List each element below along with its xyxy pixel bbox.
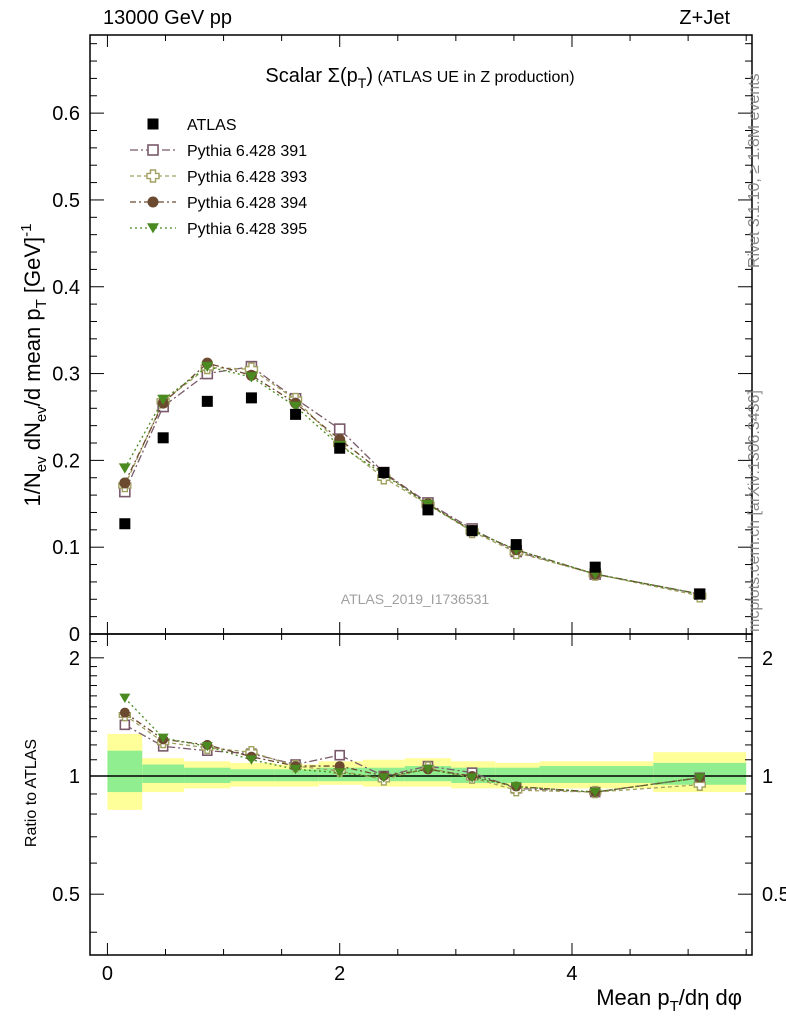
ratio-point — [694, 773, 706, 783]
y-tick-label: 0.2 — [52, 450, 80, 472]
ratio-point — [290, 764, 302, 775]
data-point — [378, 467, 390, 479]
ratio-point — [693, 778, 706, 791]
ratio-y-axis-label: Ratio to ATLAS — [23, 739, 40, 847]
y-tick-label: 0.6 — [52, 103, 80, 125]
header-energy: 13000 GeV pp — [103, 7, 232, 29]
series-line-4 — [124, 365, 700, 595]
y-tick-label: 0.4 — [52, 277, 80, 299]
ratio-point — [589, 787, 601, 798]
series-point — [289, 401, 302, 412]
inner-band-bin — [142, 764, 185, 783]
ratio-point — [157, 733, 169, 743]
mc-series — [118, 357, 707, 603]
axis-ticks: 0 2 40.10.20.30.40.50.600.5 0.51 12 2 — [52, 35, 786, 985]
header-process: Z+Jet — [679, 7, 730, 29]
watermark: ATLAS_2019_I1736531 — [341, 591, 490, 607]
ratio-point — [510, 782, 522, 792]
data-point — [589, 561, 601, 573]
y-tick-label: 0.1 — [52, 537, 80, 559]
legend-marker — [147, 144, 159, 156]
y-tick-label: 0.3 — [52, 364, 80, 386]
ratio-point — [422, 764, 434, 775]
legend-label: Pythia 6.428 393 — [187, 169, 307, 186]
legend-label: ATLAS — [187, 117, 237, 134]
legend-marker — [146, 169, 160, 183]
ratio-tick-label-right: 2 — [762, 648, 773, 670]
ratio-point — [334, 768, 346, 778]
ratio-uncertainty-bands — [107, 733, 747, 810]
series-point — [118, 463, 131, 474]
series-line-2 — [124, 366, 700, 597]
inner-band-bin — [107, 750, 143, 793]
inner-band-bin — [539, 766, 654, 783]
ratio-tick-label: 0.5 — [52, 884, 80, 906]
ratio-tick-label-right: 1 — [762, 766, 773, 788]
rivet-label: Rivet 3.1.10, ≥ 1.8M events — [746, 73, 763, 268]
legend-marker — [147, 223, 159, 234]
ratio-line-2 — [124, 714, 700, 793]
y-tick-label: 0.5 — [52, 190, 80, 212]
data-point — [119, 518, 131, 530]
series-point — [245, 372, 258, 383]
ratio-panel-frame — [89, 633, 753, 956]
legend: ATLAS Pythia 6.428 391 Pythia 6.428 393 Pyt… — [130, 117, 307, 238]
data-point — [201, 395, 213, 407]
ratio-point — [119, 693, 131, 703]
ratio-line-1 — [124, 724, 700, 793]
y-tick-label-zero: 0 — [69, 624, 80, 646]
data-point — [694, 588, 706, 600]
ratio-point — [119, 719, 131, 731]
x-tick-label: 4 — [566, 963, 577, 985]
series-line-3 — [124, 362, 700, 595]
data-point — [157, 432, 169, 444]
legend-label: Pythia 6.428 394 — [187, 195, 307, 212]
legend-label: Pythia 6.428 391 — [187, 143, 307, 160]
ratio-point — [245, 755, 257, 765]
series-point — [201, 361, 214, 373]
ratio-tick-label: 2 — [69, 648, 80, 670]
ratio-series — [118, 693, 706, 799]
series-point — [333, 423, 346, 435]
legend-marker — [147, 196, 159, 208]
mcplots-label: mcplots.cern.ch [arXiv:1306.3436] — [746, 390, 763, 632]
x-tick-label: 2 — [334, 963, 345, 985]
ratio-tick-label: 1 — [69, 766, 80, 788]
data-point — [290, 408, 302, 420]
atlas-data-points — [119, 392, 706, 600]
data-point — [334, 442, 346, 454]
legend-label: Pythia 6.428 395 — [187, 221, 307, 238]
data-point — [466, 525, 478, 537]
ratio-point — [334, 749, 346, 761]
series-line-1 — [124, 365, 700, 595]
ratio-point — [119, 707, 130, 718]
data-point — [422, 504, 434, 516]
x-axis-label: Mean pT/dη dφ — [596, 985, 742, 1015]
data-point — [245, 392, 257, 404]
legend-marker — [147, 118, 159, 130]
plot-frames — [89, 34, 753, 956]
data-point — [510, 539, 522, 551]
ratio-point — [378, 773, 390, 783]
series-point — [119, 477, 131, 489]
series-point — [157, 394, 170, 406]
ratio-line-3 — [124, 712, 700, 793]
y-axis-label: 1/Nev dNev/d mean pT [GeV]-1 — [18, 224, 50, 507]
chart-title: Scalar Σ(pT) (ATLAS UE in Z production) — [265, 65, 574, 91]
x-tick-label: 0 — [102, 963, 113, 985]
ratio-tick-label-right: 0.5 — [762, 884, 786, 906]
ratio-point — [466, 773, 478, 783]
ratio-point — [201, 741, 213, 752]
